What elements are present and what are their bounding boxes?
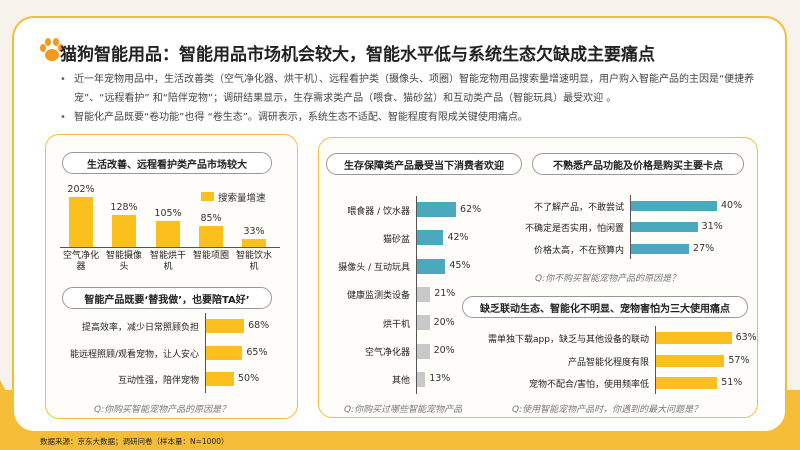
chart-title: 缺乏联动生态、智能化不明显、宠物害怕为三大使用痛点 bbox=[462, 296, 748, 318]
bar bbox=[417, 343, 430, 359]
data-label: 42% bbox=[447, 231, 469, 243]
chart-title: 不熟悉产品功能及价格是购买主要卡点 bbox=[532, 153, 744, 175]
data-label: 20% bbox=[433, 345, 455, 356]
bar bbox=[417, 230, 444, 246]
data-label: 51% bbox=[721, 377, 743, 388]
bar bbox=[631, 201, 717, 211]
category-label: 不了解产品，不敢尝试 bbox=[533, 203, 624, 213]
bar bbox=[656, 332, 732, 344]
bar bbox=[69, 197, 93, 247]
bar bbox=[417, 371, 426, 387]
category-label: 智能摄像头 bbox=[105, 251, 142, 272]
chart-question: Q:使用智能宠物产品时，你遇到的最大问题是？ bbox=[512, 405, 703, 415]
category-label: 需单独下载app，缺乏与其他设备的联动 bbox=[488, 335, 649, 345]
category-label: 产品智能化程度有限 bbox=[567, 357, 649, 368]
data-label: 33% bbox=[243, 225, 265, 237]
y-axis bbox=[416, 196, 417, 395]
legend-label: 搜索量增速 bbox=[218, 193, 266, 204]
category-label: 能远程照顾/观看宠物，让人安心 bbox=[69, 349, 199, 360]
category-label: 智能饮水机 bbox=[235, 251, 272, 272]
category-label: 不确定是否实用，怕闲置 bbox=[524, 224, 624, 235]
bar bbox=[656, 377, 718, 389]
category-label: 喂食器 / 饮水器 bbox=[347, 206, 410, 217]
chart-title: 智能产品既要‘替我做’，也要陪TA好’ bbox=[62, 287, 272, 309]
category-label: 烘干机 bbox=[382, 319, 410, 330]
category-label: 智能项圈 bbox=[192, 251, 229, 261]
chart-question: Q:你不购买智能宠物产品的原因是？ bbox=[535, 274, 681, 284]
category-label: 其他 bbox=[391, 376, 410, 387]
data-label: 20% bbox=[433, 316, 455, 328]
category-label: 互动性强，陪伴宠物 bbox=[117, 376, 199, 386]
left-panel bbox=[45, 134, 298, 419]
data-label: 202% bbox=[67, 184, 95, 195]
bar bbox=[206, 345, 243, 360]
bar bbox=[199, 225, 223, 247]
bar bbox=[417, 258, 446, 274]
bar bbox=[242, 238, 266, 247]
bar bbox=[206, 319, 245, 333]
data-label: 105% bbox=[154, 208, 182, 219]
category-label: 价格太高，不在预算内 bbox=[533, 245, 624, 256]
chart-title: 生存保障类产品最受当下消费者欢迎 bbox=[326, 153, 522, 175]
data-label: 31% bbox=[701, 221, 723, 233]
bar bbox=[112, 215, 136, 247]
x-axis bbox=[60, 247, 280, 248]
bar bbox=[206, 372, 234, 386]
bullet-item: 近一年宠物用品中，生活改善类（空气净化器、烘干机）、远程看护类（摄像头、项圈）智… bbox=[60, 70, 760, 108]
bar bbox=[631, 243, 690, 254]
data-label: 65% bbox=[246, 346, 268, 358]
data-label: 68% bbox=[248, 320, 270, 331]
bar bbox=[417, 315, 430, 331]
bar bbox=[656, 354, 725, 367]
data-label: 40% bbox=[721, 200, 743, 211]
category-label: 猫砂盆 bbox=[382, 234, 410, 245]
data-label: 13% bbox=[429, 373, 451, 385]
chart-title: 生活改善、远程看护类产品市场较大 bbox=[62, 152, 272, 174]
bullet-list: 近一年宠物用品中，生活改善类（空气净化器、烘干机）、远程看护类（摄像头、项圈）智… bbox=[60, 70, 760, 127]
bullet-item: 智能化产品既要“卷功能”也得 “卷生态”。调研表示，系统生态不适配、智能程度有限… bbox=[60, 108, 760, 127]
data-source: 数据来源：京东大数据；调研问卷（样本量：N=1000） bbox=[40, 437, 229, 446]
data-label: 85% bbox=[200, 212, 222, 224]
y-axis bbox=[205, 313, 206, 393]
category-label: 摄像头 / 互动玩具 bbox=[338, 263, 410, 274]
paw-icon bbox=[40, 38, 64, 61]
data-label: 50% bbox=[238, 373, 260, 384]
data-label: 63% bbox=[735, 332, 757, 343]
data-label: 57% bbox=[728, 354, 750, 366]
y-axis bbox=[630, 195, 631, 259]
y-axis bbox=[655, 326, 656, 394]
legend-swatch bbox=[201, 192, 214, 201]
data-label: 21% bbox=[434, 288, 456, 300]
bar bbox=[417, 202, 457, 217]
data-label: 27% bbox=[693, 242, 715, 254]
bar bbox=[631, 222, 698, 233]
bar bbox=[156, 221, 180, 247]
chart-question: Q:你购买智能宠物产品的原因是？ bbox=[94, 405, 231, 415]
category-label: 智能烘干机 bbox=[149, 251, 186, 272]
data-label: 45% bbox=[449, 260, 471, 272]
data-label: 128% bbox=[110, 202, 138, 214]
bar bbox=[417, 286, 431, 302]
category-label: 空气净化器 bbox=[364, 348, 410, 358]
category-label: 提高效率，减少日常照顾负担 bbox=[81, 323, 199, 333]
page-title: 猫狗智能用品：智能用品市场机会较大，智能水平低与系统生态欠缺成主要痛点 bbox=[60, 45, 655, 65]
right-panel bbox=[318, 137, 758, 418]
data-label: 62% bbox=[460, 203, 482, 215]
category-label: 健康监测类设备 bbox=[346, 291, 410, 302]
category-label: 宠物不配合/害怕，使用频率低 bbox=[528, 380, 649, 390]
chart-question: Q:你购买过哪些智能宠物产品 bbox=[344, 405, 463, 415]
category-label: 空气净化器 bbox=[62, 251, 99, 272]
